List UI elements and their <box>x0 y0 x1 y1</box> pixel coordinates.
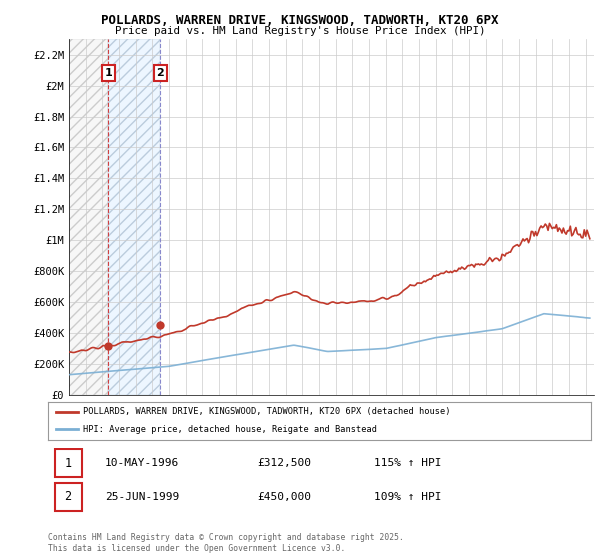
Text: HPI: Average price, detached house, Reigate and Banstead: HPI: Average price, detached house, Reig… <box>83 425 377 434</box>
Text: POLLARDS, WARREN DRIVE, KINGSWOOD, TADWORTH, KT20 6PX: POLLARDS, WARREN DRIVE, KINGSWOOD, TADWO… <box>101 14 499 27</box>
Text: 10-MAY-1996: 10-MAY-1996 <box>105 459 179 468</box>
Text: 1: 1 <box>65 457 71 470</box>
Bar <box>69 39 109 395</box>
FancyBboxPatch shape <box>55 483 82 511</box>
Text: 2: 2 <box>65 491 71 503</box>
Text: 115% ↑ HPI: 115% ↑ HPI <box>374 459 442 468</box>
Bar <box>109 39 160 395</box>
Text: 1: 1 <box>104 68 112 78</box>
Text: £312,500: £312,500 <box>257 459 311 468</box>
Text: £450,000: £450,000 <box>257 492 311 502</box>
Bar <box>109 39 160 395</box>
Text: 109% ↑ HPI: 109% ↑ HPI <box>374 492 442 502</box>
Text: POLLARDS, WARREN DRIVE, KINGSWOOD, TADWORTH, KT20 6PX (detached house): POLLARDS, WARREN DRIVE, KINGSWOOD, TADWO… <box>83 407 451 416</box>
Text: 2: 2 <box>157 68 164 78</box>
Bar <box>69 39 109 395</box>
FancyBboxPatch shape <box>55 449 82 477</box>
Text: Price paid vs. HM Land Registry's House Price Index (HPI): Price paid vs. HM Land Registry's House … <box>115 26 485 36</box>
Text: 25-JUN-1999: 25-JUN-1999 <box>105 492 179 502</box>
Text: Contains HM Land Registry data © Crown copyright and database right 2025.
This d: Contains HM Land Registry data © Crown c… <box>48 533 404 553</box>
